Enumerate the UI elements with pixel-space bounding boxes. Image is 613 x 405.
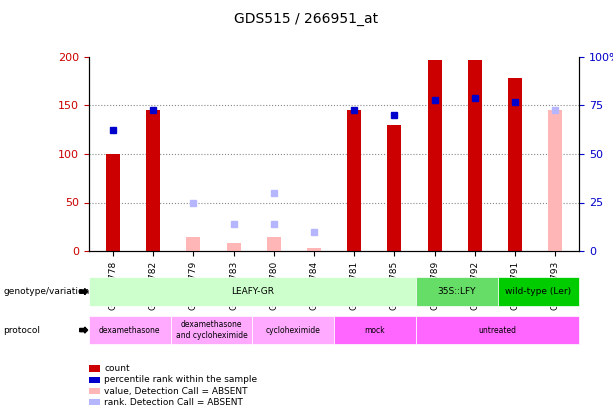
Bar [307,248,321,251]
Text: 35S::LFY: 35S::LFY [438,287,476,296]
Text: percentile rank within the sample: percentile rank within the sample [104,375,257,384]
Bar [468,60,482,251]
Text: LEAFY-GR: LEAFY-GR [231,287,274,296]
Bar [106,154,120,251]
Text: wild-type (Ler): wild-type (Ler) [505,287,571,296]
Text: protocol: protocol [3,326,40,335]
Text: rank, Detection Call = ABSENT: rank, Detection Call = ABSENT [104,398,243,405]
Text: GDS515 / 266951_at: GDS515 / 266951_at [234,12,379,26]
Text: genotype/variation: genotype/variation [3,287,89,296]
Text: count: count [104,364,130,373]
Text: value, Detection Call = ABSENT: value, Detection Call = ABSENT [104,387,248,396]
Text: untreated: untreated [479,326,517,335]
Bar [508,78,522,251]
Text: mock: mock [365,326,385,335]
Bar [227,243,241,251]
Bar [146,110,160,251]
Bar [186,237,200,251]
Text: dexamethasone
and cycloheximide: dexamethasone and cycloheximide [175,320,248,340]
Bar [267,237,281,251]
Bar [387,125,402,251]
Bar [427,60,441,251]
Bar [347,110,361,251]
Bar [548,110,562,251]
Text: cycloheximide: cycloheximide [266,326,321,335]
Text: dexamethasone: dexamethasone [99,326,161,335]
